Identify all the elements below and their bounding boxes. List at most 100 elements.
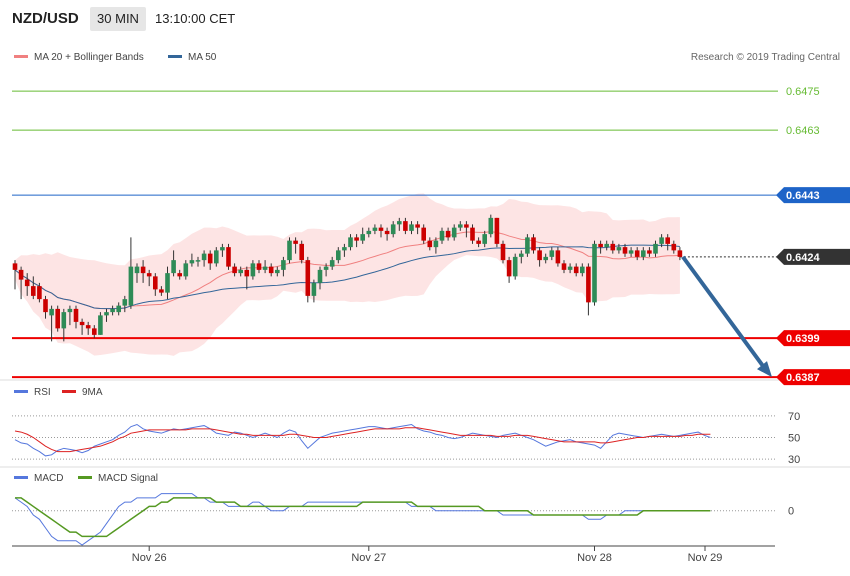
candle-body <box>122 299 128 306</box>
candle-body <box>67 308 73 313</box>
candle <box>598 240 603 254</box>
candle-body <box>342 247 347 251</box>
candle <box>317 266 323 290</box>
macd-tick-label: 0 <box>788 506 794 518</box>
candle <box>653 240 658 257</box>
candle <box>49 305 54 342</box>
candle-body <box>445 230 451 238</box>
candle-body <box>220 247 225 251</box>
candle-body <box>665 237 670 244</box>
ma50-legend-label: MA 50 <box>188 52 217 63</box>
candle-body <box>214 250 219 264</box>
candle <box>665 234 670 251</box>
candle-body <box>592 243 597 303</box>
candle-body <box>488 217 494 235</box>
candle-body <box>525 237 530 254</box>
rsi-ma-swatch <box>62 389 76 393</box>
timestamp-label: 13:10:00 CET <box>155 11 236 26</box>
candle <box>256 260 262 274</box>
candle-body <box>31 286 36 296</box>
candle-body <box>281 260 286 270</box>
candle <box>610 240 616 254</box>
candle-body <box>421 227 426 241</box>
candle <box>67 305 73 326</box>
candle-body <box>250 263 256 277</box>
candle-body <box>92 328 97 335</box>
candle-body <box>238 269 243 274</box>
candle-body <box>336 250 341 261</box>
timeframe-badge[interactable]: 30 MIN <box>90 7 146 31</box>
rsi-tick-label: 30 <box>788 454 800 466</box>
candle <box>311 279 317 303</box>
candle <box>506 256 512 283</box>
candle <box>73 305 79 329</box>
candle <box>573 263 579 277</box>
candle <box>244 266 250 290</box>
candle-body <box>287 240 292 261</box>
candle <box>31 276 36 300</box>
candle-body <box>561 263 567 270</box>
chart-header: NZD/USD 30 MIN 13:10:00 CET <box>0 0 850 38</box>
macd-signal-legend-label: MACD Signal <box>98 473 159 484</box>
candle-body <box>43 299 48 313</box>
price-legend-bb: MA 20 + Bollinger Bands <box>14 52 144 63</box>
candle <box>214 247 219 267</box>
candle-body <box>641 250 646 257</box>
candle <box>409 221 414 235</box>
candle-body <box>201 253 207 261</box>
candle-body <box>165 273 170 293</box>
candle-body <box>73 308 79 322</box>
candle-body <box>195 260 201 262</box>
candle-body <box>390 224 396 235</box>
candle <box>671 240 677 254</box>
rsi-ma-legend-label: 9MA <box>82 387 103 398</box>
candle-body <box>567 266 573 270</box>
candle-body <box>537 250 542 261</box>
level-label: 0.6424 <box>786 252 821 264</box>
candle <box>323 263 329 277</box>
candle <box>153 273 158 296</box>
candle <box>92 325 97 339</box>
candle-body <box>397 221 402 225</box>
candle-body <box>439 230 445 241</box>
candle <box>647 247 652 257</box>
candle-body <box>506 260 512 277</box>
bb-swatch <box>14 54 28 58</box>
candle <box>445 227 451 241</box>
candle <box>500 240 506 264</box>
candle-body <box>98 315 103 335</box>
candle <box>159 286 164 296</box>
rsi-legend-label: RSI <box>34 387 51 398</box>
candle <box>238 266 243 277</box>
candle <box>220 243 225 257</box>
candle <box>207 250 213 270</box>
macd-signal-line <box>15 497 711 538</box>
candle-body <box>451 227 457 238</box>
forecast-arrow-head <box>757 361 772 378</box>
candle-body <box>244 269 250 277</box>
candle-body <box>61 312 67 329</box>
candle <box>561 260 567 274</box>
candle <box>55 305 60 332</box>
candle-body <box>275 269 280 274</box>
candle <box>464 221 469 238</box>
candle-body <box>323 266 329 270</box>
candle <box>195 256 201 267</box>
candle-body <box>293 240 298 244</box>
candle <box>616 243 622 254</box>
candle-body <box>37 286 42 300</box>
rsi-ma-line <box>14 427 711 453</box>
candle <box>177 269 182 280</box>
candle <box>659 234 664 248</box>
candle-body <box>647 250 652 254</box>
macd-signal-swatch <box>78 475 92 479</box>
candle <box>415 221 420 235</box>
rsi-tick-label: 70 <box>788 411 800 423</box>
level-label: 0.6443 <box>786 190 820 202</box>
candle-body <box>348 237 353 248</box>
bb-legend-label: MA 20 + Bollinger Bands <box>34 52 144 63</box>
candle <box>433 237 439 254</box>
candle <box>122 295 128 313</box>
candle <box>299 240 304 264</box>
